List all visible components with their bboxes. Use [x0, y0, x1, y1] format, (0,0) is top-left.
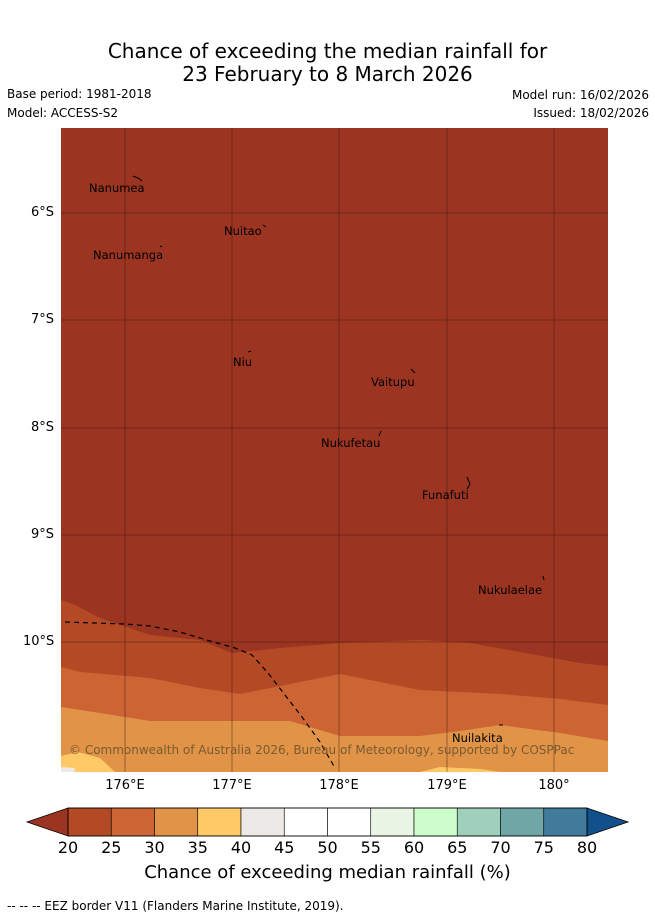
colorbar-frame	[67, 807, 588, 837]
lat-tick-9s: 9°S	[31, 527, 55, 542]
lat-tick-10s: 10°S	[23, 634, 55, 649]
colorbar-tick-80: 80	[576, 838, 598, 857]
colorbar-tick-75: 75	[533, 838, 554, 857]
label-niu: Niu	[233, 355, 252, 369]
islands	[132, 175, 545, 726]
lon-tick-179e: 179°E	[427, 778, 467, 793]
colorbar-title: Chance of exceeding median rainfall (%)	[144, 862, 511, 883]
colorbar-tick-50: 50	[317, 838, 338, 857]
label-nukufetau: Nukufetau	[321, 436, 380, 450]
lon-tick-176e: 176°E	[105, 778, 145, 793]
band-40-45-west	[61, 752, 115, 772]
title-line-2: 23 February to 8 March 2026	[182, 62, 473, 86]
colorbar-box-65-70	[456, 807, 501, 837]
place-labels: Nanumea Nuitao Nanumanga Niu Vaitupu Nuk…	[89, 181, 542, 745]
colorbar-box-35-40	[197, 807, 242, 837]
island-nanumanga-shape	[159, 245, 163, 248]
island-funafuti-shape	[466, 476, 471, 490]
colorbar-tick-35: 35	[187, 838, 208, 857]
colorbar-arrow-right	[586, 807, 630, 837]
colorbar-tick-30: 30	[144, 838, 165, 857]
colorbar-box-75-80	[543, 807, 588, 837]
title-line-1: Chance of exceeding the median rainfall …	[107, 39, 548, 63]
label-nanumanga: Nanumanga	[93, 248, 163, 262]
island-nukulaelae-shape	[542, 575, 545, 581]
island-vaitupu-shape	[410, 368, 416, 374]
colorbar-box-55-60	[370, 807, 415, 837]
colorbar-box-30-35	[154, 807, 199, 837]
colorbar-box-25-30	[110, 807, 155, 837]
island-nanumea-shape	[132, 175, 143, 182]
lat-tick-6s: 6°S	[31, 205, 55, 220]
colorbar-box-40-45	[240, 807, 285, 837]
colorbar-arrow-left	[25, 807, 69, 837]
label-nukulaelae: Nukulaelae	[478, 583, 542, 597]
colorbar-box-60-65	[413, 807, 458, 837]
colorbar-box-45-50	[283, 807, 328, 837]
colorbar-tick-70: 70	[490, 838, 511, 857]
label-vaitupu: Vaitupu	[371, 375, 415, 389]
lat-tick-7s: 7°S	[31, 312, 55, 327]
model-name: Model: ACCESS-S2	[7, 106, 119, 120]
colorbar	[25, 807, 630, 837]
lat-tick-8s: 8°S	[31, 420, 55, 435]
colorbar-box-70-75	[500, 807, 545, 837]
lon-tick-178e: 178°E	[319, 778, 359, 793]
eez-border-line	[64, 621, 336, 769]
model-run: Model run: 16/02/2026	[511, 88, 649, 102]
footnote-eez: -- -- -- EEZ border V11 (Flanders Marine…	[7, 899, 344, 913]
base-period: Base period: 1981-2018	[7, 87, 152, 101]
colorbar-tick-25: 25	[101, 838, 122, 857]
gridlines	[61, 128, 608, 772]
island-nuitao-shape	[262, 224, 267, 228]
colorbar-tick-65: 65	[447, 838, 468, 857]
lon-tick-180: 180°	[538, 778, 570, 793]
island-niu-shape	[247, 350, 252, 353]
label-nuitao: Nuitao	[224, 224, 262, 238]
band-45-50-patch	[61, 767, 75, 772]
island-nukufetau-shape	[378, 430, 382, 437]
colorbar-tick-40: 40	[230, 838, 252, 857]
colorbar-box-20-25	[67, 807, 112, 837]
colorbar-tick-55: 55	[360, 838, 381, 857]
colorbar-box-50-55	[327, 807, 372, 837]
lon-tick-177e: 177°E	[212, 778, 252, 793]
colorbar-tick-45: 45	[274, 838, 295, 857]
label-funafuti: Funafuti	[422, 488, 469, 502]
copyright-notice: © Commonwealth of Australia 2026, Bureau…	[69, 743, 574, 757]
label-nuilakita: Nuilakita	[452, 731, 503, 745]
band-40-45-east	[420, 767, 500, 772]
colorbar-tick-60: 60	[403, 838, 425, 857]
label-nanumea: Nanumea	[89, 181, 145, 195]
colorbar-tick-20: 20	[57, 838, 79, 857]
issued-date: Issued: 18/02/2026	[533, 106, 649, 120]
map-title: Chance of exceeding the median rainfall …	[0, 40, 655, 86]
band-35-40	[61, 707, 608, 772]
